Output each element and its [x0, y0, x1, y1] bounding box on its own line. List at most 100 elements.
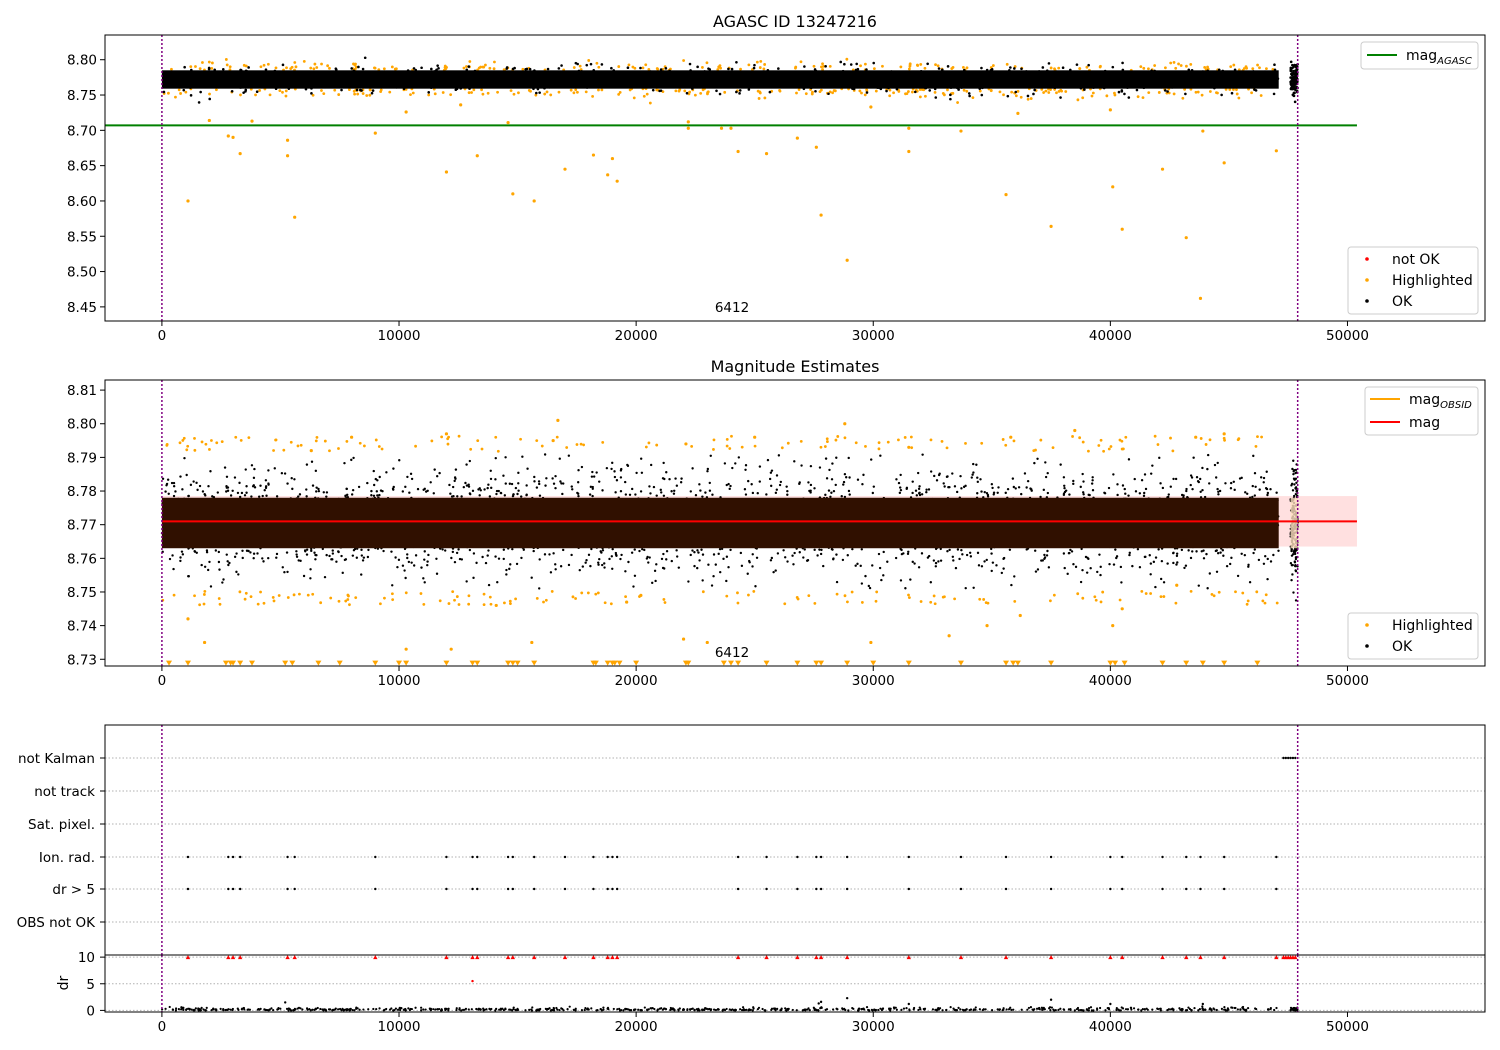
highlighted-point	[1049, 224, 1053, 228]
highlighted-point	[373, 131, 377, 135]
highlighted-point	[302, 59, 306, 63]
ok-point	[1175, 554, 1179, 558]
ok-point	[448, 483, 451, 487]
ok-point	[584, 81, 588, 84]
ok-point	[899, 473, 902, 477]
highlighted-point	[354, 65, 358, 69]
ok-point	[954, 70, 957, 74]
highlighted-point	[1201, 129, 1205, 133]
highlighted-point	[899, 65, 903, 69]
ok-point	[1037, 79, 1041, 83]
highlighted-point	[465, 65, 468, 68]
ok-point	[933, 87, 937, 91]
ok-point	[208, 84, 212, 88]
ok-point	[1046, 491, 1050, 495]
ok-point	[1224, 482, 1227, 485]
highlighted-point	[1044, 89, 1048, 93]
ok-point	[1102, 86, 1106, 90]
ok-point	[570, 485, 573, 488]
ok-point	[614, 491, 617, 494]
ok-point	[446, 75, 450, 79]
legend-label-not-ok: not OK	[1392, 252, 1440, 268]
ok-point	[427, 553, 430, 557]
ok-point	[929, 470, 933, 473]
ok-point	[325, 491, 329, 494]
ok-point	[512, 81, 516, 84]
ok-point	[1126, 86, 1129, 89]
ok-point	[1142, 494, 1146, 498]
ok-point	[1069, 78, 1073, 81]
highlighted-point	[582, 443, 586, 447]
ok-point	[1123, 77, 1127, 80]
ok-point	[533, 475, 536, 479]
ok-point	[830, 491, 833, 494]
ok-point	[161, 477, 165, 480]
ok-point	[665, 471, 668, 474]
highlighted-point	[1111, 185, 1115, 189]
highlighted-point	[198, 67, 202, 71]
ok-point	[814, 89, 817, 93]
ok-point	[822, 564, 825, 568]
ok-point	[1230, 556, 1233, 560]
ok-point	[1290, 71, 1294, 75]
highlighted-point	[683, 89, 687, 93]
ok-point	[946, 475, 949, 478]
highlighted-point	[467, 594, 471, 598]
ok-point	[841, 77, 844, 80]
ok-point	[355, 88, 359, 92]
ok-point	[975, 83, 979, 87]
ok-point	[635, 471, 638, 475]
ok-point	[486, 76, 489, 79]
highlighted-point	[404, 110, 408, 114]
ok-point	[238, 481, 241, 485]
ok-point	[899, 83, 903, 86]
ok-point	[758, 465, 762, 468]
ok-point	[590, 547, 593, 551]
highlighted-point	[1162, 595, 1166, 598]
ok-point	[514, 486, 518, 490]
ok-point	[444, 549, 447, 552]
ok-point	[179, 559, 182, 563]
ok-point	[423, 581, 426, 584]
ok-point	[882, 574, 885, 577]
ok-point	[589, 564, 592, 568]
ok-point	[217, 560, 221, 564]
ok-point	[640, 77, 643, 81]
agasc-xtick-label: 50000	[1326, 328, 1369, 344]
ok-point	[285, 551, 289, 554]
ok-point	[751, 565, 754, 568]
highlighted-point	[991, 64, 995, 67]
ok-point	[508, 482, 512, 485]
ok-point	[532, 87, 535, 91]
ok-point	[179, 75, 182, 79]
ok-point	[927, 488, 931, 491]
highlighted-point	[908, 64, 912, 68]
highlighted-point	[231, 135, 235, 139]
ok-point	[546, 72, 550, 76]
ok-point	[685, 91, 689, 95]
ok-point	[1121, 61, 1124, 65]
ok-point	[1099, 565, 1102, 569]
ok-point	[589, 62, 593, 66]
ok-point	[591, 84, 595, 88]
ok-point	[268, 76, 272, 80]
ok-point	[376, 479, 379, 482]
ok-point	[674, 477, 677, 480]
ok-point	[934, 565, 938, 568]
highlighted-point	[274, 66, 278, 70]
agasc-panel: AGASC ID 13247216 0 10000 20000 30000 40000 5…	[67, 12, 1486, 344]
highlighted-point	[725, 437, 729, 441]
ok-point	[984, 75, 988, 79]
ok-point	[569, 72, 573, 76]
ok-point	[520, 556, 523, 560]
highlighted-point	[597, 65, 601, 69]
highlighted-point	[414, 444, 417, 448]
ok-point	[875, 78, 878, 81]
highlighted-point	[488, 66, 492, 70]
ok-point	[937, 560, 940, 563]
ok-point	[565, 79, 568, 82]
ok-point	[1002, 79, 1006, 82]
ok-point	[1184, 92, 1187, 96]
ok-point	[264, 486, 268, 490]
ok-point	[235, 552, 238, 555]
